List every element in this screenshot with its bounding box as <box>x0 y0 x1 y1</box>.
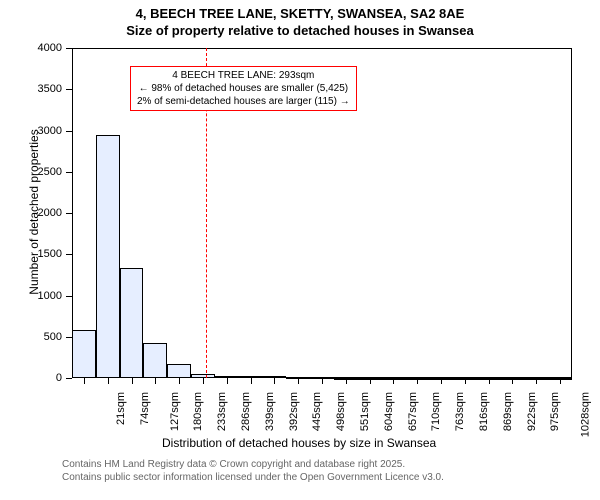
ytick-label: 4000 <box>30 42 62 54</box>
title-line-2: Size of property relative to detached ho… <box>0 23 600 40</box>
histogram-bar <box>143 343 167 378</box>
ytick-mark <box>66 131 72 132</box>
ytick-mark <box>66 172 72 173</box>
xtick-label: 127sqm <box>169 392 181 431</box>
ytick-mark <box>66 89 72 90</box>
histogram-bar <box>120 268 144 378</box>
histogram-bar <box>215 376 239 378</box>
xtick-label: 74sqm <box>139 392 151 425</box>
annotation-line-2: ← 98% of detached houses are smaller (5,… <box>137 82 350 95</box>
annotation-line-3: 2% of semi-detached houses are larger (1… <box>137 95 350 108</box>
ytick-mark <box>66 296 72 297</box>
histogram-bar <box>286 377 310 379</box>
annotation-line-1: 4 BEECH TREE LANE: 293sqm <box>137 69 350 82</box>
histogram-bar <box>96 135 120 378</box>
xtick-label: 21sqm <box>115 392 127 425</box>
xtick-mark <box>203 378 204 384</box>
xtick-mark <box>251 378 252 384</box>
histogram-bar <box>239 376 263 378</box>
xtick-label: 869sqm <box>502 392 514 431</box>
histogram-bar <box>429 378 453 380</box>
xtick-label: 233sqm <box>216 392 228 431</box>
histogram-bar <box>548 378 572 380</box>
histogram-bar <box>334 378 358 380</box>
xtick-label: 339sqm <box>264 392 276 431</box>
histogram-bar <box>310 377 334 379</box>
xtick-mark <box>84 378 85 384</box>
xtick-label: 445sqm <box>312 392 324 431</box>
ytick-label: 3500 <box>30 83 62 95</box>
xtick-label: 392sqm <box>288 392 300 431</box>
xtick-mark <box>227 378 228 384</box>
chart-container: 4, BEECH TREE LANE, SKETTY, SWANSEA, SA2… <box>0 0 600 500</box>
xtick-label: 922sqm <box>526 392 538 431</box>
histogram-bar <box>382 378 406 380</box>
xtick-label: 498sqm <box>335 392 347 431</box>
xtick-mark <box>132 378 133 384</box>
xtick-label: 975sqm <box>550 392 562 431</box>
ytick-label: 500 <box>30 331 62 343</box>
histogram-bar <box>72 330 96 378</box>
ytick-mark <box>66 48 72 49</box>
annotation-box: 4 BEECH TREE LANE: 293sqm ← 98% of detac… <box>130 66 357 111</box>
footer-line-2: Contains public sector information licen… <box>62 471 444 484</box>
xtick-label: 551sqm <box>359 392 371 431</box>
histogram-bar <box>501 378 525 380</box>
title-block: 4, BEECH TREE LANE, SKETTY, SWANSEA, SA2… <box>0 0 600 40</box>
ytick-mark <box>66 378 72 379</box>
histogram-bar <box>524 378 548 380</box>
xtick-label: 604sqm <box>383 392 395 431</box>
histogram-bar <box>262 376 286 378</box>
histogram-bar <box>191 374 215 378</box>
xtick-label: 763sqm <box>454 392 466 431</box>
histogram-bar <box>405 378 429 380</box>
ytick-mark <box>66 254 72 255</box>
xtick-label: 657sqm <box>407 392 419 431</box>
title-line-1: 4, BEECH TREE LANE, SKETTY, SWANSEA, SA2… <box>0 6 600 23</box>
xtick-label: 286sqm <box>240 392 252 431</box>
xtick-mark <box>274 378 275 384</box>
ytick-label: 0 <box>30 372 62 384</box>
xtick-label: 710sqm <box>431 392 443 431</box>
x-axis-label: Distribution of detached houses by size … <box>162 436 436 450</box>
ytick-mark <box>66 213 72 214</box>
y-axis-label: Number of detached properties <box>27 112 41 312</box>
footer-block: Contains HM Land Registry data © Crown c… <box>62 458 444 484</box>
xtick-mark <box>155 378 156 384</box>
xtick-label: 816sqm <box>478 392 490 431</box>
histogram-bar <box>167 364 191 378</box>
xtick-label: 1028sqm <box>580 392 592 437</box>
xtick-mark <box>108 378 109 384</box>
xtick-mark <box>179 378 180 384</box>
histogram-bar <box>477 378 501 380</box>
histogram-bar <box>358 378 382 380</box>
footer-line-1: Contains HM Land Registry data © Crown c… <box>62 458 444 471</box>
xtick-label: 180sqm <box>192 392 204 431</box>
histogram-bar <box>453 378 477 380</box>
